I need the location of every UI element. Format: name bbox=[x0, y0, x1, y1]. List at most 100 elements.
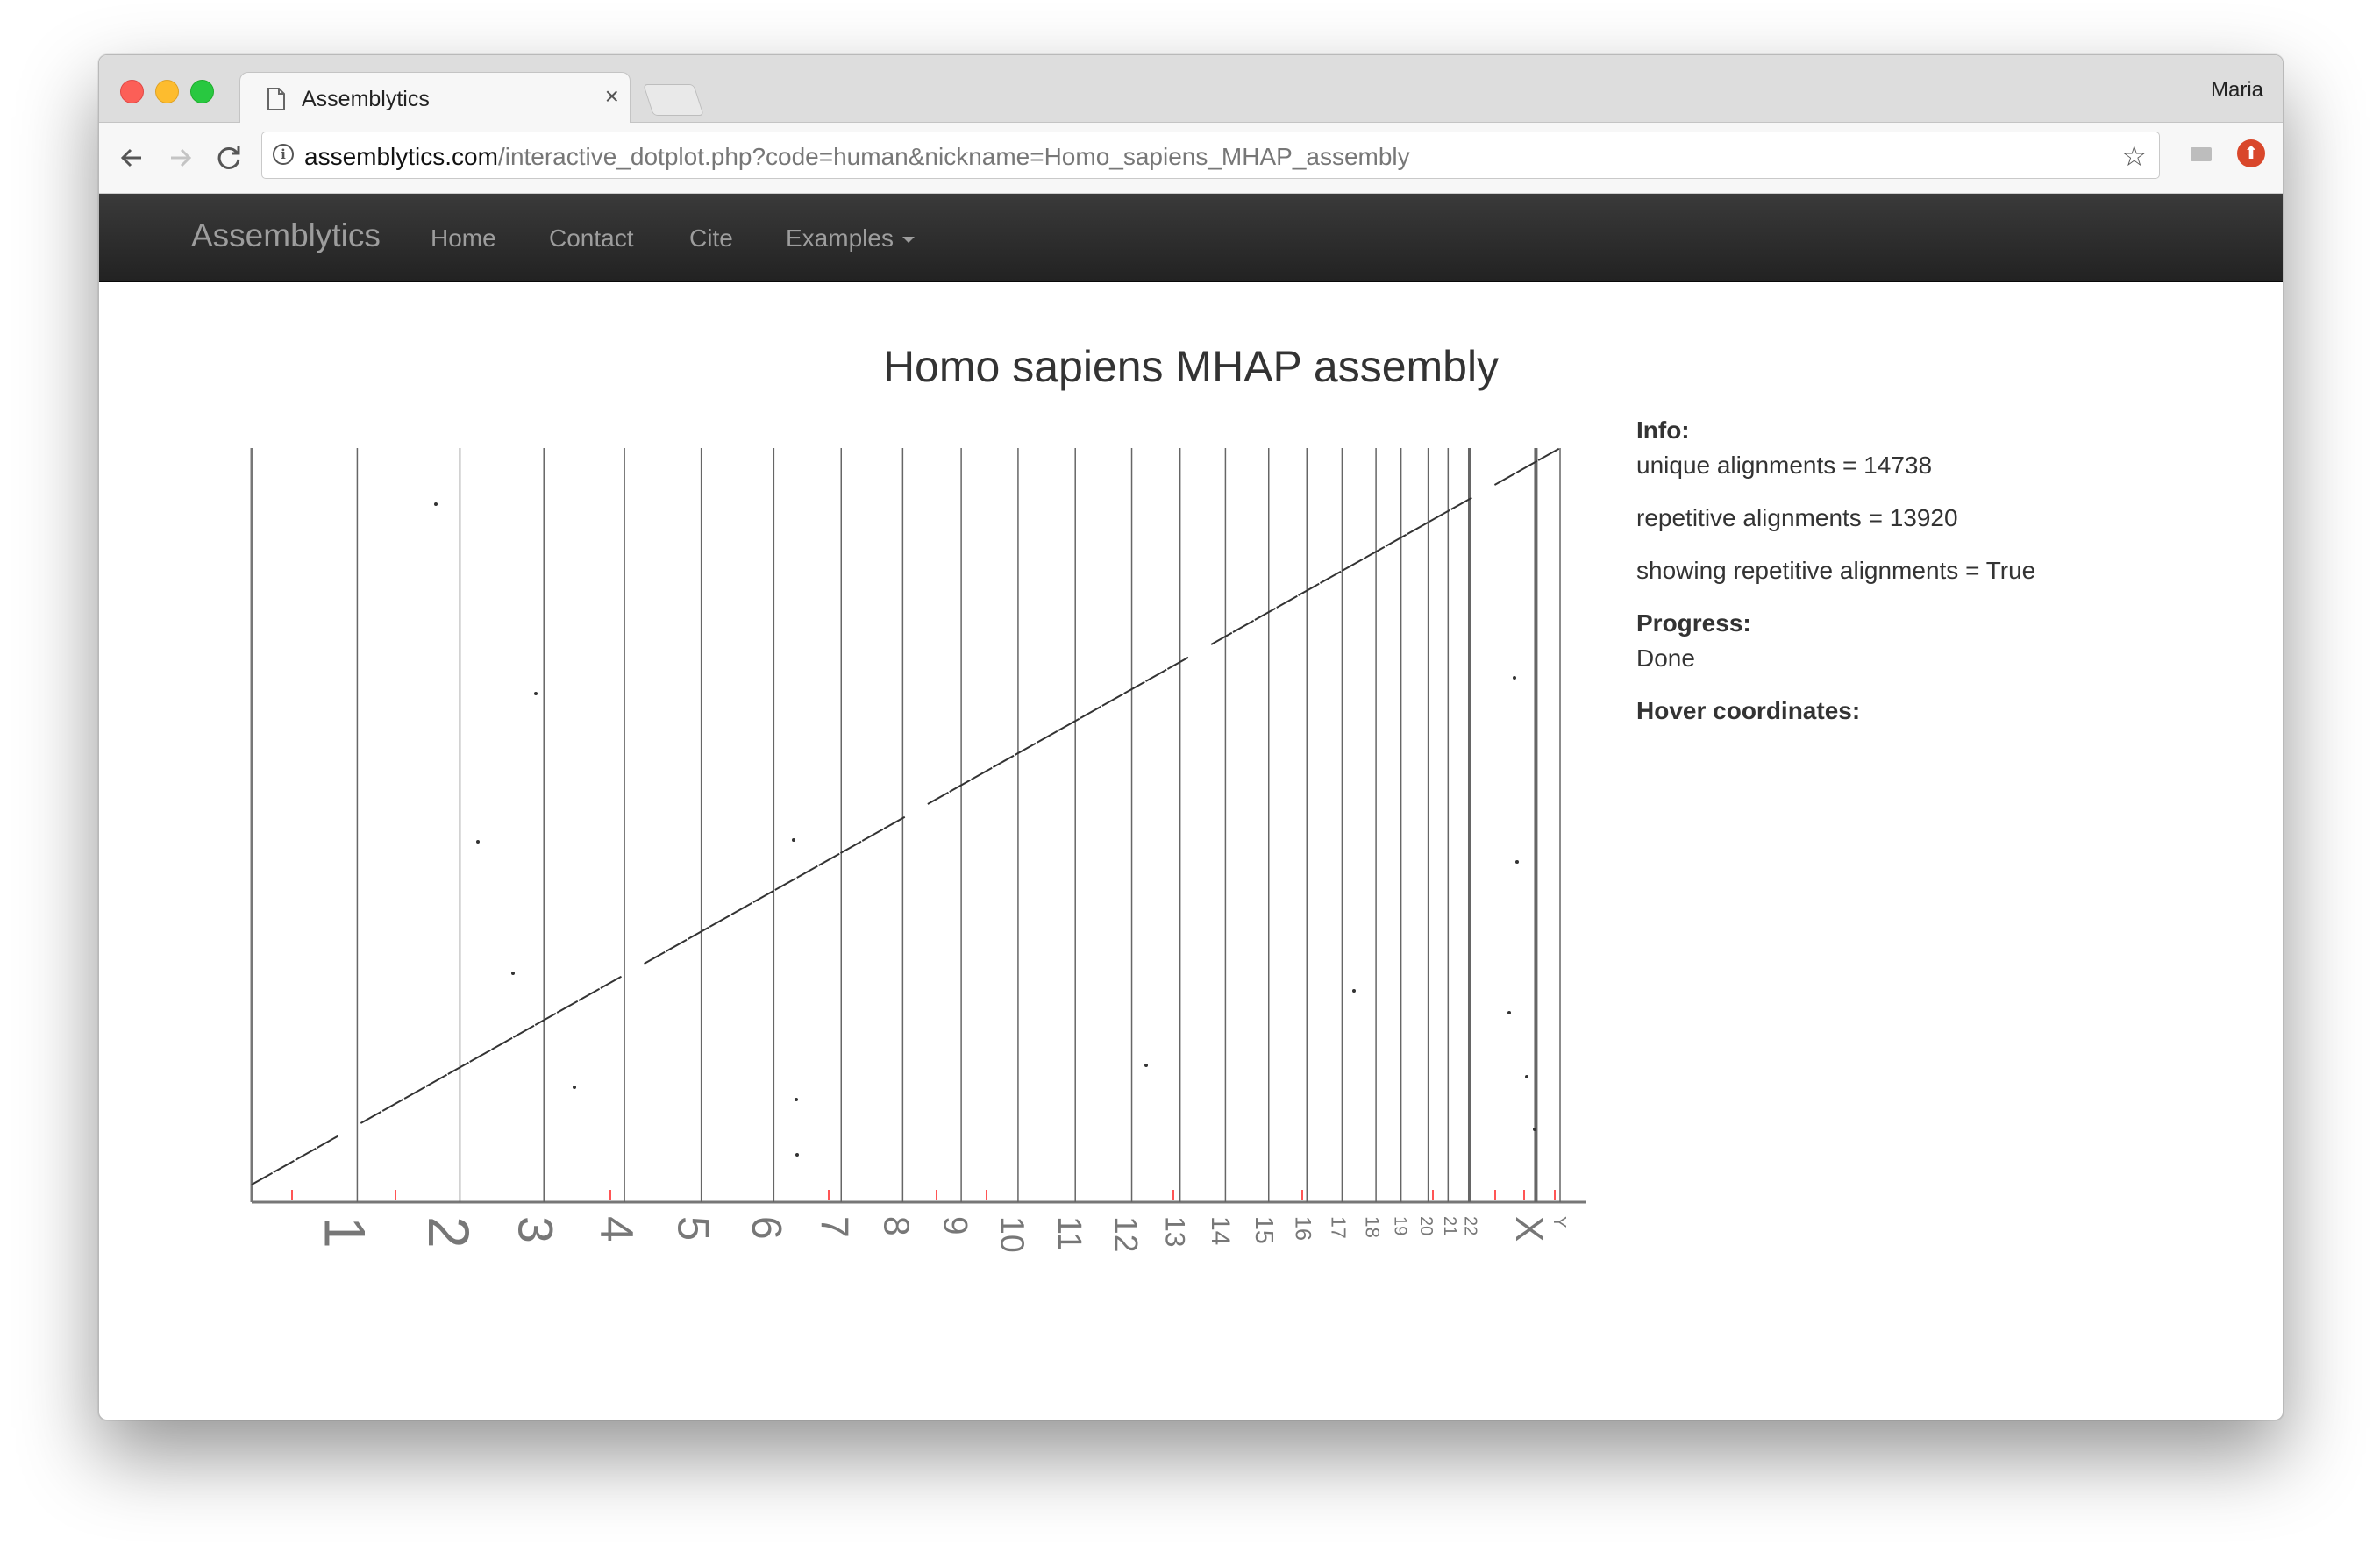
alignment-segment bbox=[447, 1061, 469, 1075]
alignment-segment bbox=[883, 815, 906, 829]
progress-label: Progress: bbox=[1636, 609, 1751, 637]
alignment-segment bbox=[1515, 459, 1538, 473]
chromosome-label-5: 5 bbox=[669, 1216, 719, 1241]
alignment-segment bbox=[1036, 730, 1058, 744]
alignment-dot bbox=[1525, 1075, 1528, 1078]
alignment-segment bbox=[1101, 693, 1123, 707]
alignment-dot bbox=[1507, 1011, 1511, 1014]
window-maximize-button[interactable] bbox=[190, 80, 214, 103]
alignment-dot bbox=[795, 1098, 798, 1101]
alignment-segment bbox=[1363, 545, 1386, 559]
chromosome-label-21: 21 bbox=[1440, 1216, 1459, 1235]
brand-link[interactable]: Assemblytics bbox=[191, 217, 381, 253]
profile-name[interactable]: Maria bbox=[2210, 78, 2263, 102]
alignment-dot bbox=[476, 840, 480, 844]
alignment-segment bbox=[949, 779, 971, 793]
alignment-dot bbox=[792, 838, 795, 842]
progress-value: Done bbox=[1636, 644, 1695, 672]
reload-icon[interactable] bbox=[211, 140, 246, 175]
alignment-segment bbox=[1058, 717, 1080, 731]
site-navbar: Assemblytics Home Contact Cite Examples bbox=[99, 194, 2283, 282]
chromosome-label-15: 15 bbox=[1250, 1216, 1278, 1244]
window-minimize-button[interactable] bbox=[155, 80, 179, 103]
tab-title: Assemblytics bbox=[302, 87, 430, 111]
page-title: Homo sapiens MHAP assembly bbox=[882, 342, 1500, 391]
alignment-segment bbox=[578, 987, 601, 1001]
alignment-segment bbox=[1123, 680, 1145, 694]
alignment-dot bbox=[573, 1086, 576, 1089]
address-bar[interactable]: i assemblytics.com/interactive_dotplot.p… bbox=[261, 132, 2160, 179]
alignment-dot bbox=[1352, 989, 1356, 993]
alignment-segment bbox=[992, 754, 1015, 768]
alignment-segment bbox=[752, 889, 775, 903]
alignment-segment bbox=[1254, 607, 1276, 621]
caret-down-icon bbox=[901, 237, 915, 244]
alignment-segment bbox=[469, 1049, 491, 1063]
nav-contact[interactable]: Contact bbox=[549, 224, 634, 252]
alignment-segment bbox=[1450, 496, 1472, 510]
alignment-segment bbox=[381, 1098, 404, 1112]
extension-icon[interactable]: ⬆ bbox=[2237, 139, 2265, 167]
chromosome-label-20: 20 bbox=[1416, 1216, 1436, 1235]
chromosome-label-3: 3 bbox=[509, 1216, 563, 1243]
alignment-segment bbox=[971, 766, 993, 780]
bookmark-star-icon[interactable]: ☆ bbox=[2121, 140, 2147, 172]
tab-strip: Assemblytics × Maria bbox=[99, 55, 2283, 123]
chromosome-label-10: 10 bbox=[994, 1216, 1031, 1253]
tab-close-icon[interactable]: × bbox=[604, 82, 619, 110]
alignment-segment bbox=[403, 1086, 426, 1100]
dotplot-chart[interactable]: 1 2 3 4 5 6 7 8 9 10 11 12 13 14 15 16 17 18 19 20 21 22 X Y bbox=[99, 55, 1756, 1420]
chromosome-label-9: 9 bbox=[936, 1216, 973, 1235]
browser-window: Assemblytics × Maria i assemblytics.com/… bbox=[98, 54, 2284, 1420]
alignment-segment bbox=[1232, 619, 1255, 633]
nav-cite[interactable]: Cite bbox=[689, 224, 733, 252]
chromosome-label-19: 19 bbox=[1390, 1216, 1409, 1235]
alignment-segment bbox=[1407, 521, 1429, 535]
alignment-segment bbox=[1014, 742, 1037, 756]
nav-home[interactable]: Home bbox=[431, 224, 496, 252]
alignment-segment bbox=[730, 901, 753, 915]
nav-examples[interactable]: Examples bbox=[786, 224, 915, 253]
browser-tab[interactable]: Assemblytics × bbox=[239, 72, 631, 123]
forward-arrow-icon[interactable] bbox=[162, 140, 197, 175]
mail-extension-icon[interactable] bbox=[2191, 147, 2212, 161]
alignment-segment bbox=[927, 791, 949, 805]
alignment-segment bbox=[1298, 582, 1320, 596]
alignment-segment bbox=[1080, 705, 1102, 719]
alignment-segment bbox=[295, 1147, 317, 1161]
alignment-dot bbox=[511, 972, 515, 975]
chromosome-label-22: 22 bbox=[1461, 1216, 1480, 1235]
page-icon bbox=[267, 88, 285, 110]
alignment-segment bbox=[360, 1110, 382, 1124]
alignment-dot bbox=[1144, 1064, 1148, 1067]
chromosome-label-4: 4 bbox=[590, 1216, 642, 1242]
alignment-segment bbox=[644, 950, 666, 965]
alignment-segment bbox=[709, 914, 731, 928]
alignment-segment bbox=[491, 1036, 513, 1050]
alignment-segment bbox=[251, 1171, 274, 1185]
alignment-segment bbox=[861, 828, 884, 842]
chromosome-label-11: 11 bbox=[1051, 1216, 1087, 1250]
chromosome-label-1: 1 bbox=[312, 1216, 377, 1249]
showing-repetitive-text: showing repetitive alignments = True bbox=[1636, 557, 2036, 584]
chromosome-label-Y: Y bbox=[1550, 1216, 1569, 1228]
alignment-segment bbox=[818, 852, 840, 866]
alignment-dot bbox=[1515, 860, 1519, 864]
alignment-segment bbox=[534, 1012, 557, 1026]
alignment-segment bbox=[665, 938, 688, 952]
chromosome-label-8: 8 bbox=[877, 1216, 917, 1236]
chromosome-label-12: 12 bbox=[1108, 1216, 1144, 1252]
alignment-segment bbox=[1166, 656, 1189, 670]
hover-coordinates-label: Hover coordinates: bbox=[1636, 697, 1861, 724]
back-arrow-icon[interactable] bbox=[115, 140, 150, 175]
alignment-segment bbox=[1385, 533, 1407, 547]
url-text[interactable]: assemblytics.com/interactive_dotplot.php… bbox=[304, 143, 1410, 170]
site-info-icon[interactable]: i bbox=[273, 144, 294, 165]
chromosome-label-17: 17 bbox=[1327, 1216, 1350, 1239]
chromosome-label-13: 13 bbox=[1159, 1216, 1191, 1248]
chromosome-label-7: 7 bbox=[812, 1216, 855, 1238]
window-close-button[interactable] bbox=[120, 80, 144, 103]
alignment-segment bbox=[1210, 631, 1233, 645]
browser-toolbar: i assemblytics.com/interactive_dotplot.p… bbox=[99, 123, 2283, 194]
alignment-segment bbox=[1145, 668, 1167, 682]
